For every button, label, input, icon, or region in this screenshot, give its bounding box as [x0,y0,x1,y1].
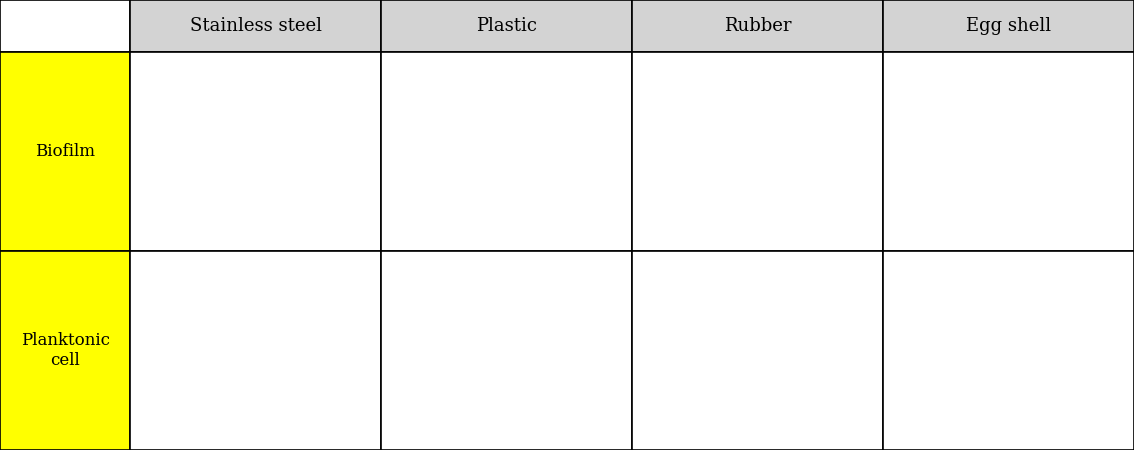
Bar [316,322,349,398]
Bar [256,89,289,199]
Bar [567,104,601,199]
Bar [949,289,982,398]
Bar [1069,92,1102,199]
Bar [1009,289,1042,398]
Bar [949,94,982,199]
Bar [447,111,480,199]
Y-axis label: CFU/cm²: CFU/cm² [149,110,158,152]
Text: Plastic: Plastic [476,17,538,35]
Bar [447,291,480,398]
Y-axis label: CFU/mL: CFU/mL [650,311,659,350]
Bar [316,104,349,199]
Text: Egg shell: Egg shell [966,17,1051,35]
Bar [196,101,229,199]
Bar [759,89,792,199]
Text: Rubber: Rubber [723,17,792,35]
Bar [1009,89,1042,199]
Y-axis label: CFU/mL: CFU/mL [399,311,408,350]
Text: Stainless steel: Stainless steel [189,17,322,35]
Bar [697,97,731,199]
Bar [697,292,731,398]
Y-axis label: cfu/cm2: cfu/cm2 [902,113,911,149]
Y-axis label: CFU/cm²: CFU/cm² [650,110,659,152]
Y-axis label: CFU/cm²: CFU/cm² [399,110,408,152]
Bar [507,97,540,199]
Text: Biofilm: Biofilm [35,143,95,160]
Y-axis label: CFU/mL: CFU/mL [149,311,158,350]
Bar [819,318,852,398]
Bar [507,289,540,398]
Text: Planktonic
cell: Planktonic cell [20,332,110,369]
Bar [819,134,852,199]
Bar [196,292,229,398]
Bar [256,296,289,398]
Bar [1069,299,1102,398]
Y-axis label: CFU/mL: CFU/mL [902,311,911,350]
Bar [567,337,601,398]
Bar [759,293,792,398]
